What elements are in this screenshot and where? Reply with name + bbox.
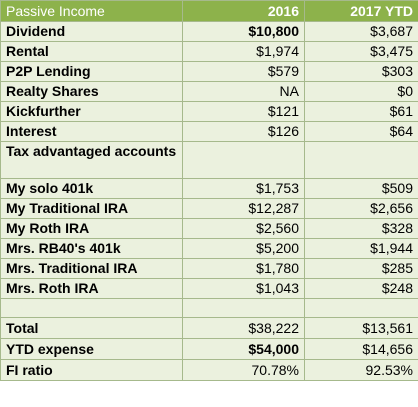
table-row: Kickfurther $121 $61 [0, 101, 418, 122]
table-row: Interest $126 $64 [0, 121, 418, 142]
row-label: Interest [0, 121, 183, 142]
table-row: Dividend $10,800 $3,687 [0, 21, 418, 42]
value-2016: $1,974 [182, 41, 305, 62]
fi-ratio-2017: 92.53% [304, 359, 418, 381]
value-2016: $1,780 [182, 258, 305, 279]
row-label: My solo 401k [0, 178, 183, 199]
empty-cell [304, 298, 418, 318]
spacer-row [0, 298, 418, 318]
row-label: P2P Lending [0, 61, 183, 82]
value-2017: $2,656 [304, 198, 418, 219]
passive-income-table: Passive Income 2016 2017 YTD Dividend $1… [0, 0, 418, 381]
ytd-expense-label: YTD expense [0, 338, 183, 360]
empty-cell [0, 298, 183, 318]
table-row: Mrs. RB40's 401k $5,200 $1,944 [0, 238, 418, 259]
value-2017: $248 [304, 278, 418, 299]
value-2016: $5,200 [182, 238, 305, 259]
total-label: Total [0, 317, 183, 339]
value-2017: $285 [304, 258, 418, 279]
value-2017 [304, 141, 418, 179]
value-2017: $3,687 [304, 21, 418, 42]
header-passive-income: Passive Income [0, 0, 183, 22]
row-label: Dividend [0, 21, 183, 42]
ytd-expense-row: YTD expense $54,000 $14,656 [0, 338, 418, 360]
total-row: Total $38,222 $13,561 [0, 317, 418, 339]
row-label: My Traditional IRA [0, 198, 183, 219]
header-row: Passive Income 2016 2017 YTD [0, 0, 418, 22]
header-2016: 2016 [182, 0, 305, 22]
value-2016: $1,753 [182, 178, 305, 199]
table-row: Mrs. Roth IRA $1,043 $248 [0, 278, 418, 299]
row-label: My Roth IRA [0, 218, 183, 239]
value-2016: $1,043 [182, 278, 305, 299]
empty-cell [182, 298, 305, 318]
fi-ratio-row: FI ratio 70.78% 92.53% [0, 359, 418, 381]
table-row: My Roth IRA $2,560 $328 [0, 218, 418, 239]
total-2016: $38,222 [182, 317, 305, 339]
row-label: Tax advantaged accounts [0, 141, 183, 179]
row-label: Mrs. Roth IRA [0, 278, 183, 299]
table-row: Mrs. Traditional IRA $1,780 $285 [0, 258, 418, 279]
value-2017: $303 [304, 61, 418, 82]
table-row: My solo 401k $1,753 $509 [0, 178, 418, 199]
value-2016: $10,800 [182, 21, 305, 42]
value-2017: $64 [304, 121, 418, 142]
table-row: Realty Shares NA $0 [0, 81, 418, 102]
ytd-expense-2016: $54,000 [182, 338, 305, 360]
value-2016: $579 [182, 61, 305, 82]
value-2016: $12,287 [182, 198, 305, 219]
table-row: Rental $1,974 $3,475 [0, 41, 418, 62]
value-2017: $61 [304, 101, 418, 122]
value-2017: $0 [304, 81, 418, 102]
ytd-expense-2017: $14,656 [304, 338, 418, 360]
value-2017: $328 [304, 218, 418, 239]
value-2017: $509 [304, 178, 418, 199]
table-row: P2P Lending $579 $303 [0, 61, 418, 82]
row-label: Realty Shares [0, 81, 183, 102]
fi-ratio-label: FI ratio [0, 359, 183, 381]
row-label: Kickfurther [0, 101, 183, 122]
value-2016: $2,560 [182, 218, 305, 239]
value-2016 [182, 141, 305, 179]
value-2016: $121 [182, 101, 305, 122]
row-label: Mrs. Traditional IRA [0, 258, 183, 279]
fi-ratio-2016: 70.78% [182, 359, 305, 381]
total-2017: $13,561 [304, 317, 418, 339]
value-2016: NA [182, 81, 305, 102]
value-2016: $126 [182, 121, 305, 142]
header-2017-ytd: 2017 YTD [304, 0, 418, 22]
section-row-tax-advantaged: Tax advantaged accounts [0, 141, 418, 179]
table-row: My Traditional IRA $12,287 $2,656 [0, 198, 418, 219]
row-label: Rental [0, 41, 183, 62]
row-label: Mrs. RB40's 401k [0, 238, 183, 259]
value-2017: $3,475 [304, 41, 418, 62]
value-2017: $1,944 [304, 238, 418, 259]
